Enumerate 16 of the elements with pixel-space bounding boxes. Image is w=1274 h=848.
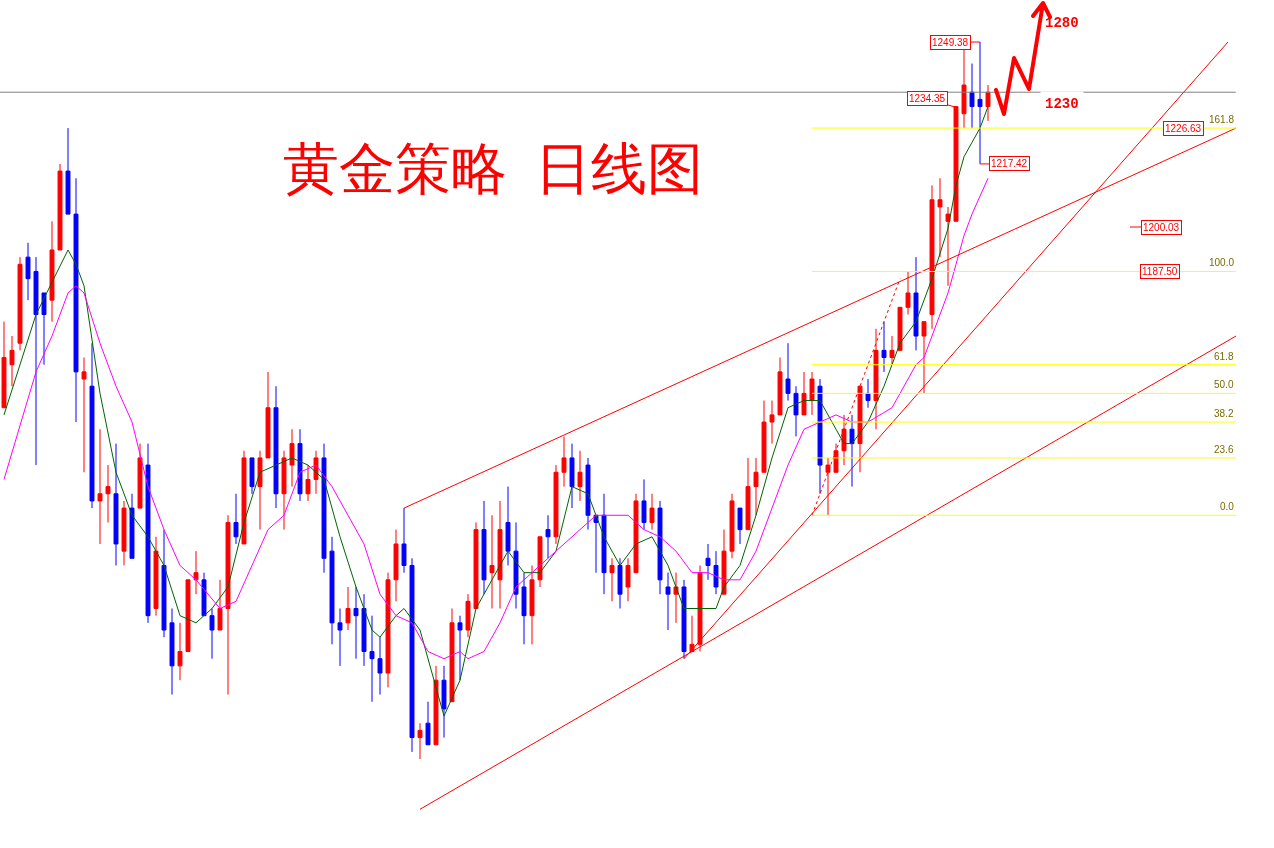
series-label: 61.8: [1214, 351, 1234, 362]
text: 1280: [1045, 15, 1079, 31]
text: 黄金策略 日线图: [283, 137, 703, 200]
annotation: 1187.50: [1142, 266, 1178, 277]
annotation: 1226.63: [1165, 123, 1202, 134]
series-label: 100.0: [1209, 257, 1235, 268]
annotation: 1230: [1045, 96, 1079, 112]
annotation: 1217.42: [991, 158, 1028, 169]
series-label: 161.8: [1209, 114, 1235, 125]
annotation: 1234.35: [909, 93, 946, 104]
annotation: 1249.38: [932, 37, 969, 48]
series-label: 38.2: [1214, 408, 1234, 419]
series-label: 0.0: [1220, 501, 1235, 512]
annotation: 1200.03: [1143, 222, 1180, 233]
series-label: 50.0: [1214, 379, 1234, 390]
series-label: 23.6: [1214, 444, 1234, 455]
